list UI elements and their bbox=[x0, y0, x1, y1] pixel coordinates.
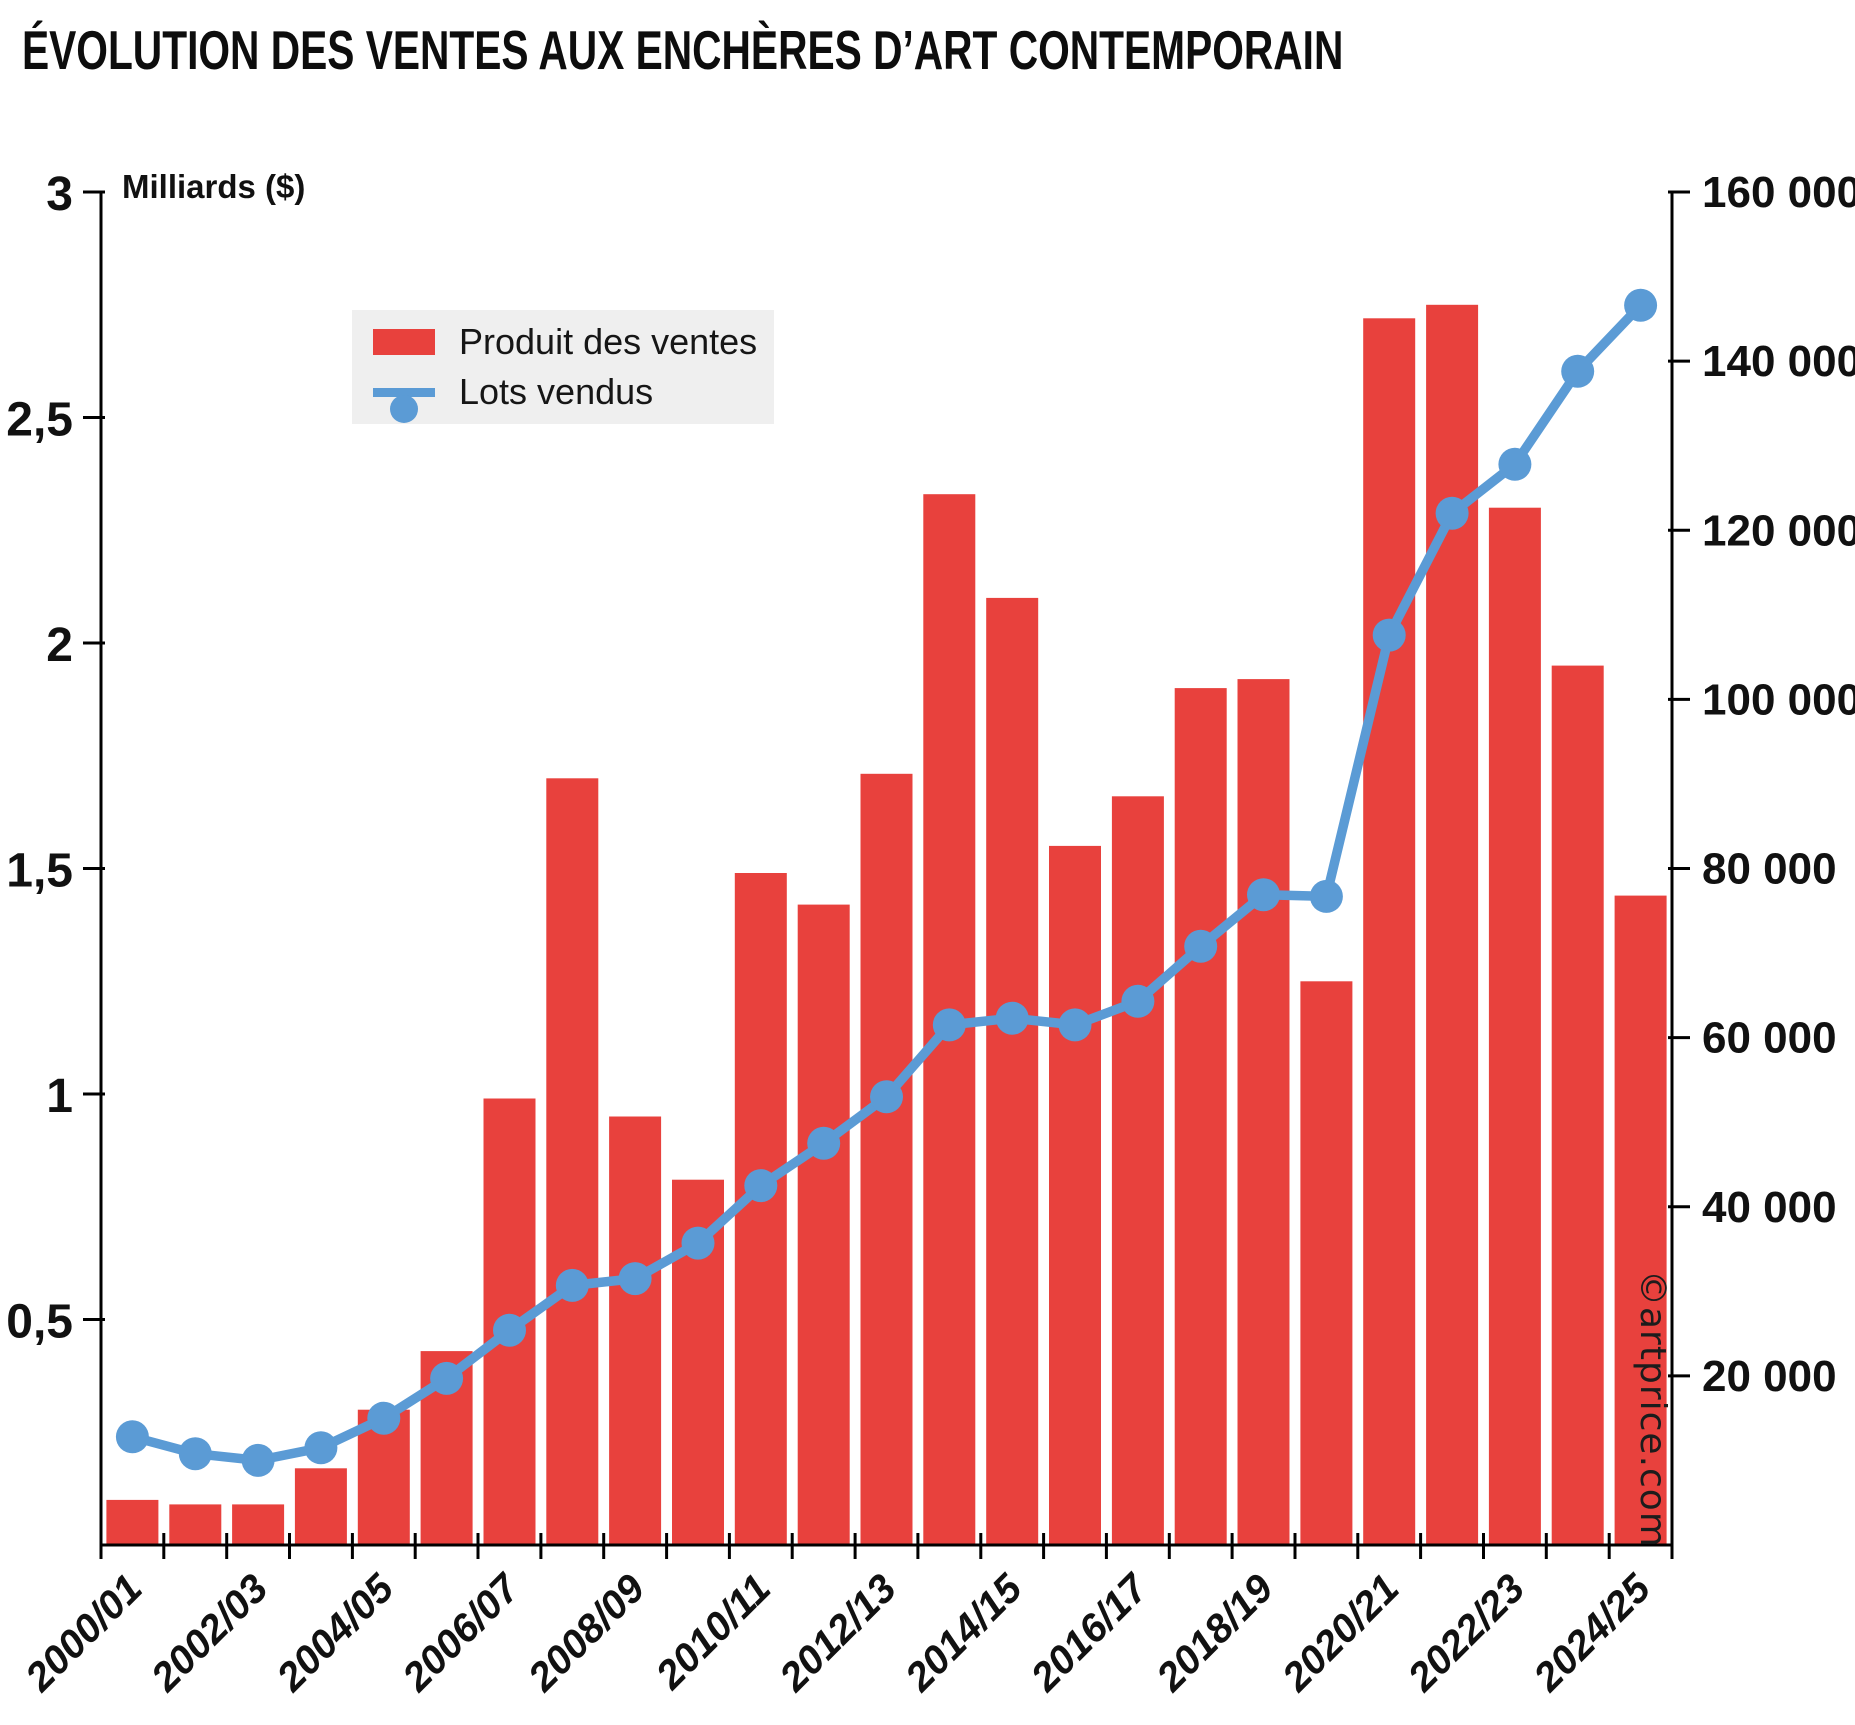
x-label-2016/17: 2016/17 bbox=[1022, 1565, 1157, 1700]
legend: Produit des ventes Lots vendus bbox=[352, 310, 774, 424]
right-tick-label-60000: 60 000 bbox=[1702, 1014, 1837, 1063]
x-label-2018/19: 2018/19 bbox=[1148, 1566, 1283, 1701]
legend-swatch-lots-wrap bbox=[373, 387, 435, 423]
lots-marker-2007/08 bbox=[555, 1268, 589, 1302]
right-tick-label-160000: 160 000 bbox=[1702, 168, 1855, 217]
lots-marker-2020/21 bbox=[1372, 618, 1406, 652]
lots-marker-2012/13 bbox=[870, 1080, 903, 1114]
lots-marker-2001/02 bbox=[178, 1437, 212, 1471]
bar-2008/09 bbox=[609, 1116, 662, 1545]
x-label-2024/25: 2024/25 bbox=[1525, 1566, 1660, 1701]
left-tick-label-1,5: 1,5 bbox=[6, 845, 73, 898]
left-axis-title: Milliards ($) bbox=[122, 168, 305, 205]
bar-2001/02 bbox=[169, 1504, 222, 1545]
bar-2020/21 bbox=[1363, 318, 1416, 1545]
right-tick-label-80000: 80 000 bbox=[1702, 845, 1837, 894]
left-tick-label-3: 3 bbox=[46, 168, 73, 221]
x-label-2004/05: 2004/05 bbox=[268, 1566, 403, 1701]
bar-2022/23 bbox=[1488, 507, 1541, 1546]
lots-marker-2002/03 bbox=[241, 1443, 275, 1477]
lots-dot-icon bbox=[390, 394, 418, 423]
bar-2000/01 bbox=[106, 1499, 159, 1545]
bar-2010/11 bbox=[734, 873, 787, 1545]
lots-marker-2000/01 bbox=[115, 1420, 149, 1454]
bar-2018/19 bbox=[1237, 679, 1290, 1545]
x-label-2012/13: 2012/13 bbox=[771, 1566, 905, 1700]
x-label-2020/21: 2020/21 bbox=[1274, 1566, 1408, 1700]
right-tick-label-120000: 120 000 bbox=[1702, 506, 1855, 555]
legend-item-produit: Produit des ventes bbox=[352, 321, 774, 363]
left-tick-label-1: 1 bbox=[46, 1070, 73, 1123]
bar-2019/20 bbox=[1300, 981, 1353, 1546]
bar-2021/22 bbox=[1426, 304, 1479, 1546]
lots-marker-2011/12 bbox=[807, 1126, 841, 1160]
lots-line-icon bbox=[373, 387, 435, 397]
bar-2014/15 bbox=[986, 597, 1039, 1545]
lots-marker-2009/10 bbox=[681, 1226, 715, 1260]
bar-2011/12 bbox=[797, 904, 850, 1545]
bar-2007/08 bbox=[546, 778, 599, 1545]
right-tick-label-40000: 40 000 bbox=[1702, 1183, 1837, 1232]
lots-marker-2018/19 bbox=[1247, 878, 1280, 912]
legend-item-lots: Lots vendus bbox=[352, 371, 774, 423]
x-label-2002/03: 2002/03 bbox=[142, 1566, 276, 1700]
bar-2003/04 bbox=[294, 1468, 347, 1545]
right-tick-label-100000: 100 000 bbox=[1702, 675, 1855, 724]
lots-marker-2003/04 bbox=[304, 1431, 338, 1465]
chart-title: ÉVOLUTION DES VENTES AUX ENCHÈRES D’ART … bbox=[22, 19, 1344, 81]
left-tick-label-0,5: 0,5 bbox=[6, 1296, 73, 1349]
x-label-2010/11: 2010/11 bbox=[647, 1566, 779, 1698]
legend-label-lots: Lots vendus bbox=[459, 371, 654, 412]
bars-group bbox=[106, 304, 1667, 1546]
lots-markers-group bbox=[115, 288, 1658, 1477]
lots-marker-2006/07 bbox=[493, 1313, 526, 1347]
legend-label-produit: Produit des ventes bbox=[459, 321, 758, 362]
left-tick-label-2,5: 2,5 bbox=[6, 394, 73, 447]
lots-marker-2010/11 bbox=[744, 1169, 778, 1203]
lots-marker-2021/22 bbox=[1435, 496, 1469, 530]
bar-2017/18 bbox=[1174, 688, 1227, 1545]
x-label-2022/23: 2022/23 bbox=[1399, 1566, 1533, 1700]
lots-marker-2013/14 bbox=[932, 1008, 966, 1042]
bar-2015/16 bbox=[1049, 845, 1101, 1545]
lots-marker-2014/15 bbox=[995, 1001, 1029, 1035]
bar-2012/13 bbox=[860, 773, 913, 1545]
x-label-2008/09: 2008/09 bbox=[519, 1566, 654, 1701]
lots-marker-2017/18 bbox=[1184, 929, 1218, 963]
x-label-2000/01: 2000/01 bbox=[17, 1566, 151, 1700]
produit-swatch-icon bbox=[373, 329, 435, 355]
x-label-2014/15: 2014/15 bbox=[897, 1566, 1032, 1701]
lots-marker-2008/09 bbox=[618, 1262, 652, 1296]
x-label-2006/07: 2006/07 bbox=[394, 1565, 529, 1700]
bar-2023/24 bbox=[1551, 665, 1604, 1545]
right-tick-label-140000: 140 000 bbox=[1702, 337, 1855, 386]
bar-2002/03 bbox=[232, 1504, 285, 1545]
lots-marker-2005/06 bbox=[430, 1361, 464, 1395]
lots-marker-2022/23 bbox=[1498, 447, 1532, 481]
lots-marker-2004/05 bbox=[367, 1401, 401, 1435]
lots-marker-2024/25 bbox=[1624, 288, 1658, 322]
bar-2024/25 bbox=[1614, 895, 1667, 1545]
lots-marker-2016/17 bbox=[1121, 984, 1155, 1018]
watermark: ©artprice.com bbox=[1632, 1270, 1673, 1548]
legend-swatch-produit-wrap bbox=[373, 329, 435, 355]
right-tick-label-20000: 20 000 bbox=[1702, 1352, 1837, 1401]
lots-marker-2015/16 bbox=[1058, 1008, 1092, 1042]
bar-2016/17 bbox=[1111, 796, 1164, 1545]
lots-marker-2019/20 bbox=[1309, 879, 1343, 913]
lots-marker-2023/24 bbox=[1561, 354, 1595, 388]
left-tick-label-2: 2 bbox=[46, 619, 73, 672]
